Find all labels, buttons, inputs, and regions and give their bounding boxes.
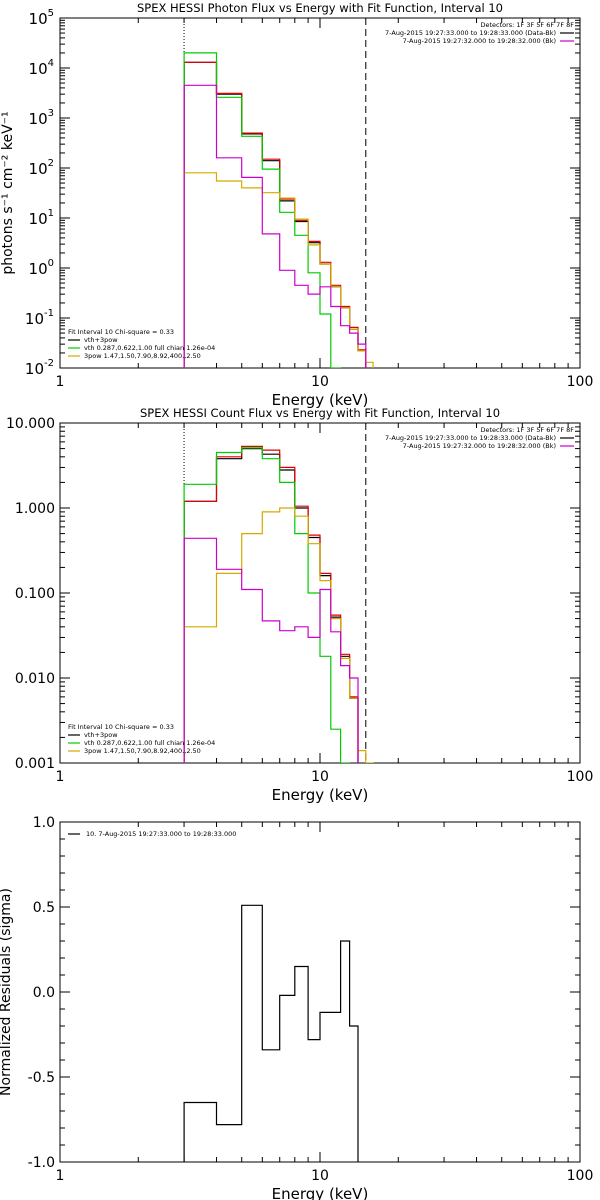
info-line: 7-Aug-2015 19:27:32.000 to 19:28:32.000 … <box>403 442 556 450</box>
y-tick-label: 0.5 <box>33 900 55 916</box>
y-tick-label: 0.010 <box>15 671 55 687</box>
chart-3: 1 10 100 Energy (keV) -1.0 -0.5 0.0 0.5 1.0 Norma… <box>0 815 593 1200</box>
y-tick-label: 101 <box>29 208 54 228</box>
series-2-step-line <box>183 445 359 763</box>
series-5-step-line <box>183 537 359 763</box>
y-axis: 10-2 10-1 100 101 102 103 104 105 photons s⁻¹ cm… <box>0 8 580 378</box>
chart-2: SPEX HESSI Count Flux vs Energy with Fit… <box>6 406 593 804</box>
series-4-step-line <box>183 172 374 368</box>
legend-entry: vth+3pow <box>84 731 118 739</box>
x-tick-label: 1 <box>56 374 65 390</box>
y-tick-label: 0.100 <box>15 586 55 602</box>
legend-entry: 3pow 1.47,1.50,7.90,8.92,400.,2.50 <box>84 747 201 755</box>
plot-frame <box>59 17 581 369</box>
plot-frame <box>59 821 581 1163</box>
series-1-step-line <box>183 904 359 1162</box>
chart-1: SPEX HESSI Photon Flux vs Energy with Fi… <box>0 1 593 409</box>
series-5-step-line <box>183 84 367 368</box>
interval-info: Detectors: 1F 3F 5F 6F 7F 8F7-Aug-2015 1… <box>385 21 574 45</box>
info-line: 7-Aug-2015 19:27:33.000 to 19:28:33.000 … <box>385 434 556 442</box>
x-tick-label: 10 <box>311 769 329 785</box>
y-axis: 0.001 0.010 0.100 1.000 10.000 <box>6 416 580 772</box>
series-3-step-line <box>183 447 351 763</box>
y-axis-label: Normalized Residuals (sigma) <box>0 888 14 1096</box>
legend-entry: vth 0.287,0.622,1.00 full chian 1.26e-04 <box>84 344 215 352</box>
series-2-step-line <box>183 61 367 368</box>
series-group <box>183 445 374 763</box>
info-line: Detectors: 1F 3F 5F 6F 7F 8F <box>480 21 574 29</box>
info-line: 7-Aug-2015 19:27:32.000 to 19:28:32.000 … <box>403 37 556 45</box>
y-tick-label: 103 <box>29 108 54 128</box>
x-axis: 1 10 100 Energy (keV) <box>56 18 594 409</box>
info-line: 7-Aug-2015 19:27:33.000 to 19:28:33.000 … <box>385 29 556 37</box>
y-tick-label: -0.5 <box>28 1070 55 1086</box>
x-tick-label: 10 <box>311 374 329 390</box>
legend-entry: 3pow 1.47,1.50,7.90,8.92,400.,2.50 <box>84 352 201 360</box>
y-tick-label: 0.001 <box>15 756 55 772</box>
x-tick-label: 100 <box>567 374 594 390</box>
series-1-step-line <box>183 448 359 763</box>
x-tick-label: 10 <box>311 1168 329 1184</box>
legend-entry: vth+3pow <box>84 336 118 344</box>
x-tick-label: 100 <box>567 769 594 785</box>
y-axis-label: photons s⁻¹ cm⁻² keV⁻¹ <box>0 111 16 274</box>
x-axis-label: Energy (keV) <box>272 1185 369 1200</box>
series-group <box>183 52 374 368</box>
residual-legend: 10. 7-Aug-2015 19:27:33.000 to 19:28:33.… <box>68 830 236 838</box>
series-3-step-line <box>183 52 342 368</box>
info-line: Detectors: 1F 3F 5F 6F 7F 8F <box>480 426 574 434</box>
x-axis-label: Energy (keV) <box>272 786 369 804</box>
fit-legend-header: Fit Interval 10 Chi-square = 0.33 <box>68 328 174 336</box>
fit-legend: Fit Interval 10 Chi-square = 0.33vth+3po… <box>68 723 215 755</box>
x-tick-label: 100 <box>567 1168 594 1184</box>
fit-legend-header: Fit Interval 10 Chi-square = 0.33 <box>68 723 174 731</box>
x-tick-label: 1 <box>56 769 65 785</box>
y-tick-label: 1.000 <box>15 501 55 517</box>
y-tick-label: 1.0 <box>33 815 55 831</box>
legend-entry: vth 0.287,0.622,1.00 full chian 1.26e-04 <box>84 739 215 747</box>
y-tick-label: -1.0 <box>28 1155 55 1171</box>
series-group <box>183 904 359 1162</box>
y-tick-label: 0.0 <box>33 985 55 1001</box>
y-tick-label: 105 <box>29 8 54 28</box>
series-4-step-line <box>183 507 374 763</box>
y-tick-label: 10-1 <box>25 308 54 328</box>
fit-legend: Fit Interval 10 Chi-square = 0.33vth+3po… <box>68 328 215 360</box>
chart-title: SPEX HESSI Count Flux vs Energy with Fit… <box>140 406 500 420</box>
legend-entry: 10. 7-Aug-2015 19:27:33.000 to 19:28:33.… <box>86 830 236 838</box>
y-tick-label: 104 <box>29 58 54 78</box>
chart-title: SPEX HESSI Photon Flux vs Energy with Fi… <box>137 1 503 15</box>
series-1-step-line <box>183 61 367 368</box>
interval-info: Detectors: 1F 3F 5F 6F 7F 8F7-Aug-2015 1… <box>385 426 574 450</box>
y-tick-label: 102 <box>29 158 54 178</box>
x-axis-label: Energy (keV) <box>272 391 369 409</box>
y-tick-label: 100 <box>29 258 54 278</box>
y-axis: -1.0 -0.5 0.0 0.5 1.0 Normalized Residuals (s… <box>0 815 580 1171</box>
y-tick-label: 10.000 <box>6 416 55 432</box>
y-tick-label: 10-2 <box>25 358 54 378</box>
x-axis: 1 10 100 Energy (keV) <box>56 822 594 1200</box>
x-tick-label: 1 <box>56 1168 65 1184</box>
